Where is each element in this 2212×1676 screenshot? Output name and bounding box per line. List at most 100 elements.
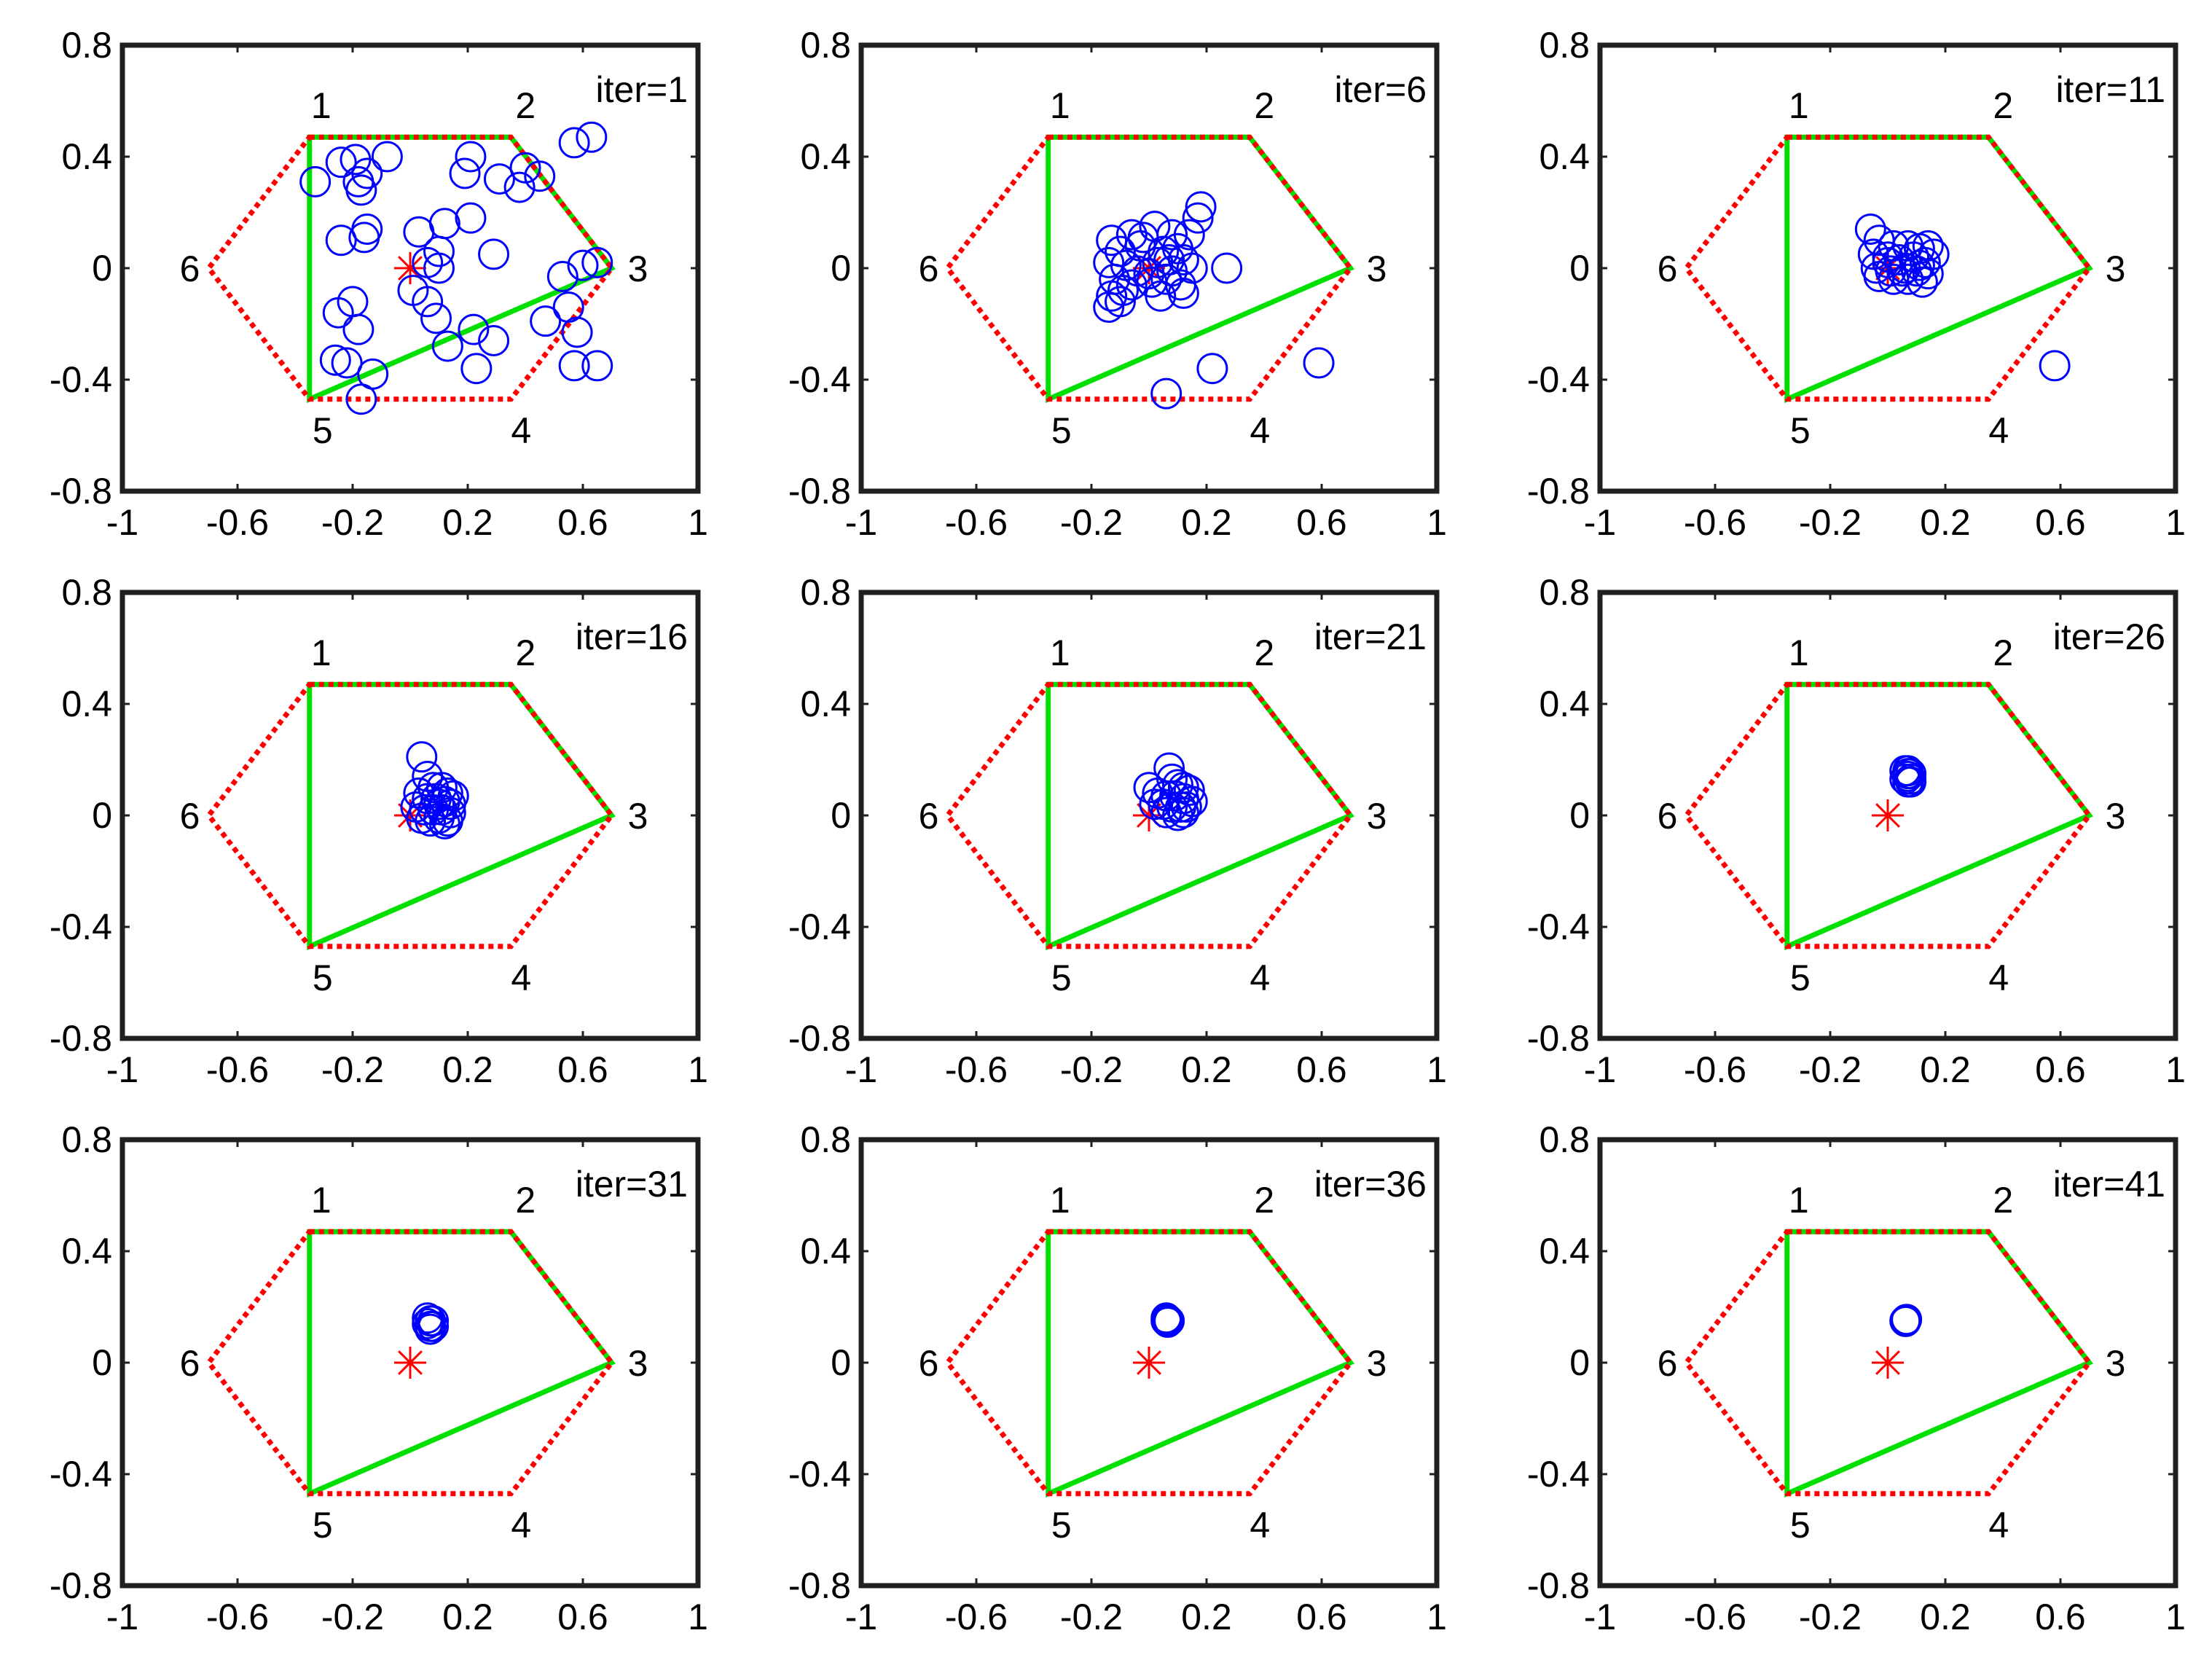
particle <box>1153 1305 1185 1337</box>
x-tick-label: 1 <box>2165 1597 2186 1637</box>
x-tick-label: 0.6 <box>1296 502 1347 543</box>
x-tick-label: -1 <box>1584 1049 1616 1090</box>
particle <box>478 238 510 270</box>
y-tick-label: 0.4 <box>1539 684 1590 724</box>
vertex-label-3: 3 <box>1367 1343 1387 1384</box>
x-tick-label: -1 <box>845 502 877 543</box>
particle <box>561 316 593 348</box>
vertex-label-3: 3 <box>2106 248 2126 289</box>
target-stroke <box>1137 1350 1161 1375</box>
y-tick-label: -0.4 <box>1527 359 1590 400</box>
x-tick-label: -1 <box>106 1597 138 1637</box>
y-tick-label: 0 <box>831 248 851 289</box>
vertex-label-2: 2 <box>1993 633 2013 673</box>
x-tick-label: 0.2 <box>1920 1049 1971 1090</box>
particle <box>1150 377 1183 410</box>
x-tick-label: -1 <box>106 1049 138 1090</box>
particle <box>1167 244 1199 276</box>
particle <box>1883 244 1915 276</box>
x-tick-label: 0.2 <box>1181 1049 1232 1090</box>
particle <box>1153 244 1185 276</box>
particle <box>1886 255 1918 287</box>
subplot-title: iter=21 <box>1314 616 1427 657</box>
x-tick-label: -0.2 <box>321 502 384 543</box>
x-tick-label: -1 <box>1584 1597 1616 1637</box>
subplot-5: -1 -0.6 -0.2 0.2 0.6 1 0.8 0.4 0 -0.4 -0.8 1 2 3 4 5 6 it… <box>788 572 1447 1090</box>
vertex-label-1: 1 <box>1789 1180 1809 1221</box>
subplot-1: -1 -0.6 -0.2 0.2 0.6 1 0.8 0.4 0 -0.4 -0.8 1 2 3 4 5 6 it… <box>50 25 708 543</box>
particle <box>371 141 403 173</box>
vertex-label-4: 4 <box>1250 1505 1270 1546</box>
particle <box>1889 1305 1921 1337</box>
hexagon-boundary <box>205 134 615 402</box>
x-tick-label: -0.6 <box>945 1597 1008 1637</box>
x-tick-label: -0.6 <box>945 502 1008 543</box>
particle <box>503 171 536 203</box>
subplot-4: -1 -0.6 -0.2 0.2 0.6 1 0.8 0.4 0 -0.4 -0.8 1 2 3 4 5 6 it… <box>50 572 708 1090</box>
y-tick-label: 0 <box>1569 795 1590 836</box>
vertex-label-4: 4 <box>1250 410 1270 451</box>
particle <box>420 302 452 334</box>
particle <box>412 286 444 318</box>
x-tick-label: -0.6 <box>1684 1049 1746 1090</box>
particle <box>1211 252 1243 284</box>
hexagon-boundary <box>1683 1229 2093 1497</box>
y-tick-label: 0.8 <box>61 25 112 66</box>
particle <box>1093 246 1125 278</box>
vertex-label-3: 3 <box>1367 248 1387 289</box>
vertex-label-4: 4 <box>1988 1505 2009 1546</box>
particle <box>2039 350 2071 382</box>
particle <box>483 163 515 195</box>
particle <box>478 324 510 356</box>
x-tick-label: 0.2 <box>1181 502 1232 543</box>
y-tick-label: -0.8 <box>50 1565 112 1606</box>
target-marker <box>1872 799 1904 831</box>
particle <box>1903 249 1935 281</box>
particle <box>1115 219 1148 251</box>
vertex-label-3: 3 <box>2106 1343 2126 1384</box>
y-tick-label: 0.8 <box>800 25 851 66</box>
x-tick-label: 0.2 <box>442 502 493 543</box>
x-tick-label: -1 <box>1584 502 1616 543</box>
particle <box>1892 755 1924 787</box>
y-tick-label: -0.4 <box>50 906 112 947</box>
x-tick-label: 0.2 <box>1920 502 1971 543</box>
y-tick-label: 0 <box>1569 248 1590 289</box>
y-tick-label: 0.8 <box>1539 572 1590 613</box>
vertex-label-6: 6 <box>1658 796 1678 837</box>
x-tick-label: 0.6 <box>1296 1049 1347 1090</box>
y-tick-label: 0 <box>92 1342 112 1383</box>
x-tick-label: -1 <box>106 502 138 543</box>
particle <box>558 350 590 382</box>
particle <box>1105 286 1136 318</box>
vertex-label-2: 2 <box>1254 85 1274 126</box>
vertex-label-5: 5 <box>313 1505 333 1546</box>
x-tick-label: 0.6 <box>1296 1597 1347 1637</box>
y-tick-label: 0.4 <box>800 1231 851 1272</box>
subplot-6: -1 -0.6 -0.2 0.2 0.6 1 0.8 0.4 0 -0.4 -0.8 1 2 3 4 5 6 it… <box>1527 572 2186 1090</box>
y-tick-label: -0.8 <box>1527 1018 1590 1059</box>
target-stroke <box>398 256 423 281</box>
vertex-label-1: 1 <box>1050 85 1070 126</box>
particle <box>581 350 613 382</box>
x-tick-label: 1 <box>688 1049 708 1090</box>
particle <box>576 121 608 153</box>
x-tick-label: -0.2 <box>1799 1049 1862 1090</box>
particle <box>509 152 541 184</box>
vertex-label-6: 6 <box>1658 1343 1678 1384</box>
particle <box>351 157 383 189</box>
vertex-label-6: 6 <box>919 796 939 837</box>
x-tick-label: 0.6 <box>557 1049 608 1090</box>
y-tick-label: 0 <box>831 795 851 836</box>
subplot-title: iter=1 <box>596 69 688 110</box>
particle <box>299 165 332 197</box>
vertex-label-6: 6 <box>180 1343 200 1384</box>
subplot-8: -1 -0.6 -0.2 0.2 0.6 1 0.8 0.4 0 -0.4 -0.8 1 2 3 4 5 6 it… <box>788 1119 1447 1637</box>
vertex-label-4: 4 <box>1250 958 1270 998</box>
particle <box>1872 246 1904 278</box>
particle <box>1162 799 1193 831</box>
x-tick-label: 1 <box>1427 1049 1447 1090</box>
particle <box>319 344 351 376</box>
x-tick-label: -1 <box>845 1049 877 1090</box>
y-tick-label: -0.8 <box>1527 1565 1590 1606</box>
